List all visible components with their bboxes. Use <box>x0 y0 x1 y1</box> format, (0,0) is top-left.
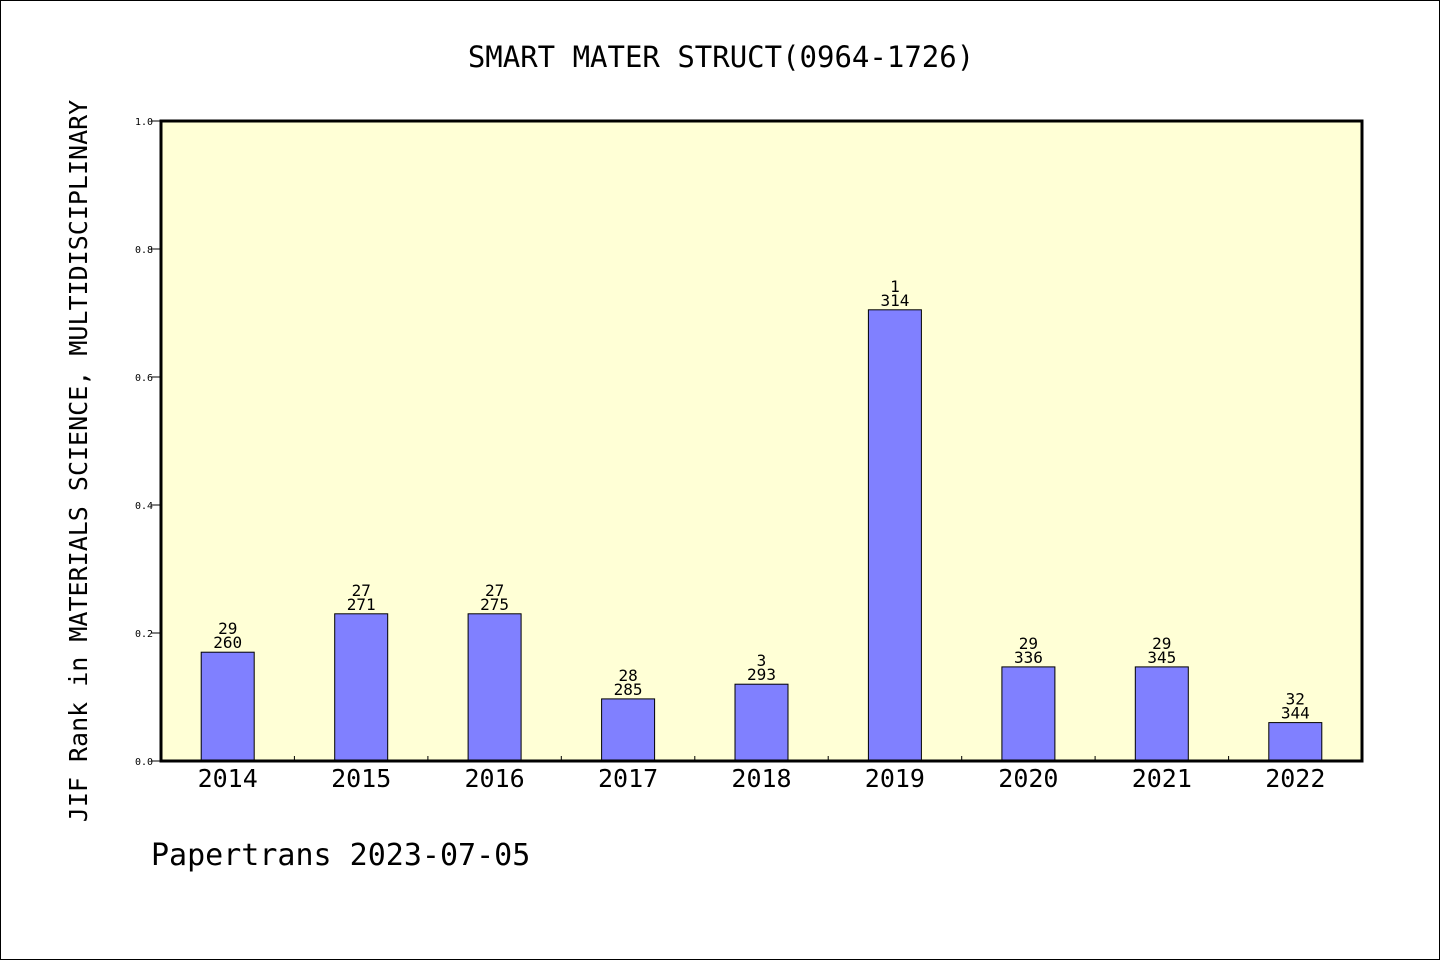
bar <box>467 613 522 762</box>
bar-rank-label: 27 <box>485 581 504 600</box>
bar <box>200 651 255 762</box>
bar-total-label: 271 <box>347 595 376 614</box>
bar-rank-label: 32 <box>1286 690 1305 709</box>
bar-total-label: 344 <box>1281 704 1310 723</box>
bar-total-label: 275 <box>480 595 509 614</box>
bar-rank-label: 27 <box>352 581 371 600</box>
bar-total-label: 345 <box>1147 648 1176 667</box>
y-tick-label: 1.0 <box>135 117 153 128</box>
x-tick-label: 2022 <box>1265 764 1325 793</box>
x-tick-label: 2014 <box>198 764 258 793</box>
chart-title: SMART MATER STRUCT(0964-1726) <box>468 40 974 74</box>
x-axis: 2014 2015 2016 2017 2018 2019 2020 2021 2022 <box>198 756 1325 793</box>
bar <box>601 698 656 762</box>
bar <box>1268 722 1323 762</box>
y-tick-label: 0.4 <box>135 501 153 512</box>
bar-total-label: 260 <box>213 633 242 652</box>
x-tick-label: 2018 <box>731 764 791 793</box>
x-tick-label: 2019 <box>865 764 925 793</box>
bar-total-label: 336 <box>1014 648 1043 667</box>
bar-total-label: 314 <box>880 291 909 310</box>
bar <box>734 683 789 762</box>
y-tick-label: 0.8 <box>135 245 153 256</box>
bar-rank-label: 29 <box>1152 634 1171 653</box>
x-tick-label: 2020 <box>998 764 1058 793</box>
bar-rank-label: 29 <box>1019 634 1038 653</box>
bars-layer <box>200 309 1323 762</box>
y-axis-label: JIF Rank in MATERIALS SCIENCE, MULTIDISC… <box>64 100 93 822</box>
x-tick-label: 2015 <box>331 764 391 793</box>
plot-border <box>159 119 1364 763</box>
bar <box>867 309 922 762</box>
bar-rank-label: 1 <box>890 277 900 296</box>
x-tick-label: 2017 <box>598 764 658 793</box>
bar <box>334 613 389 762</box>
bar-total-label: 285 <box>614 680 643 699</box>
bar <box>1134 666 1189 762</box>
x-tick-label: 2021 <box>1132 764 1192 793</box>
bar-rank-label: 28 <box>618 666 637 685</box>
bar-rank-label: 3 <box>757 651 767 670</box>
y-axis: 0.0 0.2 0.4 0.6 0.8 1.0 <box>135 117 161 768</box>
data-labels-layer: 2926027271272752828532931314293362934532… <box>213 277 1310 723</box>
bar-total-label: 293 <box>747 665 776 684</box>
y-tick-label: 0.6 <box>135 373 153 384</box>
x-tick-label: 2016 <box>464 764 524 793</box>
y-tick-label: 0.0 <box>135 757 153 768</box>
y-tick-label: 0.2 <box>135 629 153 640</box>
bar-rank-label: 29 <box>218 619 237 638</box>
footer-source-date: Papertrans 2023-07-05 <box>151 838 530 873</box>
bar <box>1001 666 1056 762</box>
